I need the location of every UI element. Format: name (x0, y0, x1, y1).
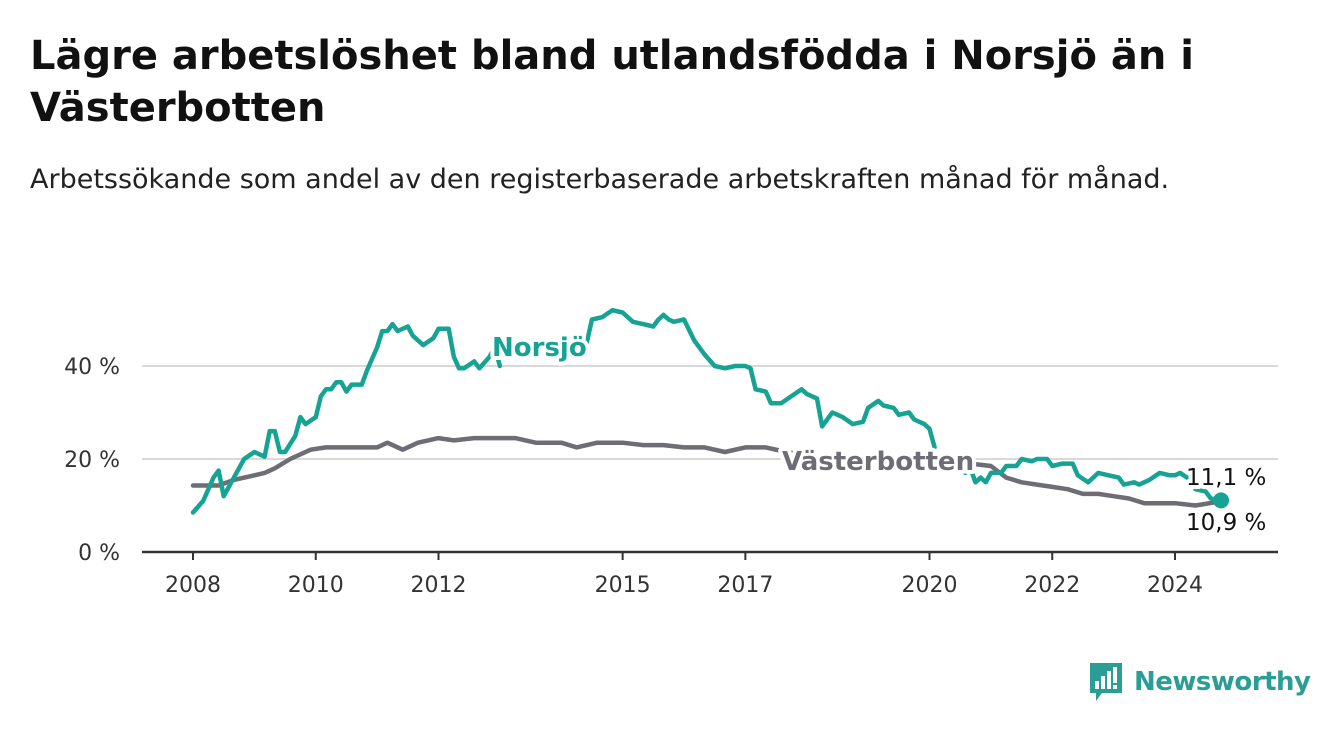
series-line-norsjo (190, 321, 503, 515)
series-lines (190, 307, 1230, 515)
x-tick-label: 2024 (1147, 573, 1203, 598)
x-tick-label: 2022 (1024, 573, 1080, 598)
end-value-vasterbotten: 10,9 % (1186, 510, 1266, 536)
x-tick-label: 2010 (288, 573, 344, 598)
series-labels: Norsjö Västerbotten 11,1 % 10,9 % (488, 329, 1270, 540)
x-tick-label: 2008 (165, 573, 221, 598)
x-tick-label: 2020 (902, 573, 958, 598)
series-label-vasterbotten: Västerbotten (782, 447, 974, 477)
x-tick-label: 2012 (411, 573, 467, 598)
end-value-norsjo: 11,1 % (1186, 465, 1266, 491)
x-tick-label: 2015 (595, 573, 651, 598)
series-line-vasterbotten (968, 461, 1224, 508)
x-tick-label: 2017 (717, 573, 773, 598)
grid-lines: 0 % 20 % 40 % (64, 355, 1278, 566)
newsworthy-logo: Newsworthy (1088, 660, 1311, 704)
series-line-vasterbotten (190, 435, 815, 488)
chart-subtitle: Arbetssökande som andel av den registerb… (30, 164, 1170, 195)
series-line-norsjo (584, 307, 937, 450)
bar-chart-logo-icon (1090, 663, 1122, 701)
series-line-norsjo (957, 452, 1224, 503)
y-tick-label: 40 % (64, 355, 120, 380)
y-tick-label: 0 % (78, 541, 120, 566)
chart-title: Lägre arbetslöshet bland utlandsfödda i … (30, 33, 1194, 131)
x-axis: 2008 2010 2012 2015 2017 2020 2022 2024 (142, 550, 1278, 598)
brand-name: Newsworthy (1134, 667, 1311, 697)
y-tick-label: 20 % (64, 448, 120, 473)
series-label-norsjo: Norsjö (492, 333, 587, 363)
norsjo-endpoint (1213, 492, 1230, 509)
